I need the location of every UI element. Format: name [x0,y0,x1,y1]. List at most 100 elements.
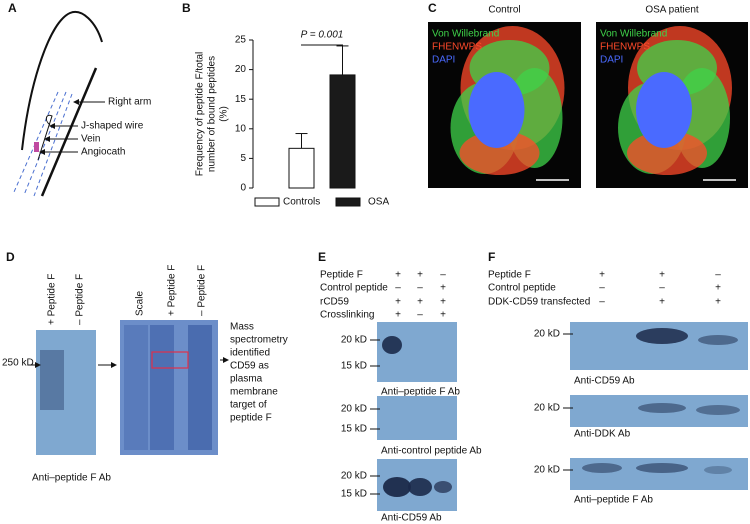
condition-name: Crosslinking [320,310,374,321]
nucleus [636,72,692,148]
condition-mark: – [715,270,721,281]
result-text: Mass [230,322,254,333]
condition-name: Peptide F [488,270,531,281]
blot-caption: Anti–peptide F Ab [381,387,460,398]
band [382,336,402,354]
y-axis-label: number of bound peptides [207,56,218,172]
marker-label: 20 kD [534,329,560,340]
band [704,466,732,474]
band [638,403,686,413]
band [636,328,688,344]
condition-mark: + [395,297,401,308]
bar [329,74,356,189]
result-text: target of [230,400,267,411]
blot-caption: Anti–peptide F Ab [32,473,111,484]
cell-region [459,131,540,175]
panel-label: F [488,250,495,264]
result-text: peptide F [230,413,272,424]
condition-mark: – [417,283,423,294]
marker-label: 15 kD [341,489,367,500]
panel-label: E [318,250,326,264]
condition-name: Control peptide [488,283,556,294]
marker-label: 20 kD [534,465,560,476]
condition-mark: + [715,297,721,308]
blot [570,458,748,490]
marker-label: 15 kD [341,424,367,435]
image-title: Control [488,5,520,16]
y-axis-label: (%) [219,106,230,122]
lane-label: Scale [135,291,146,316]
vessel [23,91,67,196]
wire [37,114,53,161]
blot-caption: Anti-control peptide Ab [381,446,482,457]
panel-label: C [428,1,437,15]
gel-lane [188,325,212,450]
y-tick-label: 5 [240,153,246,164]
result-text: plasma [230,374,263,385]
gel-lane [124,325,148,450]
marker-label: 20 kD [341,335,367,346]
gel-lane [150,325,174,450]
result-text: CD59 as [230,361,269,372]
condition-mark: + [395,270,401,281]
panel-label: A [8,1,17,15]
condition-mark: – [417,310,423,321]
band [696,405,740,415]
marker-label: 20 kD [341,404,367,415]
condition-mark: + [440,283,446,294]
condition-mark: – [599,283,605,294]
nucleus [468,72,525,148]
annotation: Vein [81,134,100,145]
angiocath [34,142,39,152]
lane-label: – Peptide F [75,274,86,325]
condition-mark: + [395,310,401,321]
blot [377,396,457,440]
cell-region [627,131,707,175]
marker-label: 250 kD [2,358,34,369]
result-text: membrane [230,387,278,398]
blot-caption: Anti-CD59 Ab [574,376,635,387]
legend-swatch [335,197,361,207]
bar [288,147,315,189]
blot-caption: Anti-DDK Ab [574,429,631,440]
band [636,463,688,473]
condition-name: Control peptide [320,283,388,294]
legend-label: OSA [368,197,389,208]
condition-mark: – [395,283,401,294]
vessel [13,91,59,193]
band [698,335,738,345]
condition-mark: + [417,270,423,281]
band [383,477,411,497]
blot-caption: Anti-CD59 Ab [381,513,442,524]
condition-mark: + [440,310,446,321]
stain-label: Von Willebrand [600,29,667,40]
lane-label: + Peptide F [47,274,58,325]
annotation: Angiocath [81,147,125,158]
panel-label: B [182,1,191,15]
arm-edge [40,67,98,197]
lane-label: + Peptide F [167,265,178,316]
condition-name: rCD59 [320,297,349,308]
marker-label: 15 kD [341,361,367,372]
band [408,478,432,496]
stain-label: DAPI [432,55,455,66]
stain-label: DAPI [600,55,623,66]
result-text: spectrometry [230,335,288,346]
blot-smear [40,350,64,410]
band [434,481,452,493]
condition-mark: + [599,270,605,281]
condition-name: DDK-CD59 transfected [488,297,590,308]
condition-mark: + [440,297,446,308]
legend-label: Controls [283,197,320,208]
condition-mark: + [715,283,721,294]
annotation: Right arm [108,97,151,108]
vessel [33,93,73,197]
condition-mark: + [659,270,665,281]
y-tick-label: 25 [235,35,247,46]
condition-mark: – [659,283,665,294]
condition-mark: + [659,297,665,308]
selected-band [151,351,189,369]
blot-caption: Anti–peptide F Ab [574,495,653,506]
condition-mark: – [440,270,446,281]
